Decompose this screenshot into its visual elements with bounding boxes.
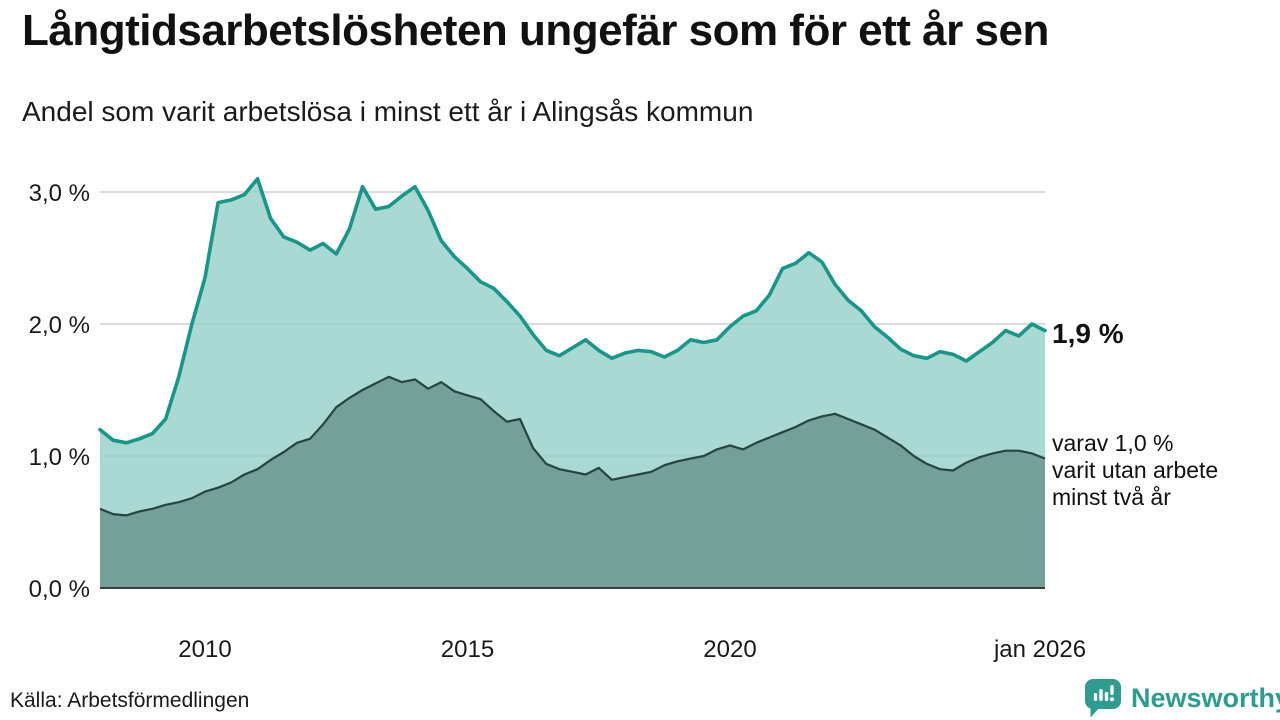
secondary-annotation: varav 1,0 % varit utan arbete minst två … [1052,430,1218,511]
x-tick-label: 2015 [441,636,494,663]
chart-title: Långtidsarbetslösheten ungefär som för e… [22,6,1049,55]
x-tick-label: 2010 [178,636,231,663]
y-tick-label: 2,0 % [29,312,90,339]
newsworthy-wordmark: Newsworthy [1131,683,1280,713]
speech-bubble-bar-chart-icon [1085,679,1121,718]
y-tick-label: 0,0 % [29,576,90,603]
y-tick-label: 3,0 % [29,180,90,207]
newsworthy-logo: Newsworthy [1084,678,1280,719]
y-tick-label: 1,0 % [29,444,90,471]
latest-value-label: 1,9 % [1052,318,1124,349]
secondary-annotation-line: varit utan arbete [1052,457,1219,483]
area-minst-tva-ar [100,376,1045,588]
secondary-annotation-line: minst två år [1052,484,1171,510]
x-tick-label: 2020 [703,636,756,663]
source-note: Källa: Arbetsförmedlingen [10,689,250,712]
chart-subtitle: Andel som varit arbetslösa i minst ett å… [22,96,754,127]
line-minst-ett-ar [98,177,1047,445]
secondary-annotation-line: varav 1,0 % [1052,430,1174,456]
line-minst-tva-ar [99,375,1046,517]
x-tick-label: jan 2026 [993,636,1086,663]
